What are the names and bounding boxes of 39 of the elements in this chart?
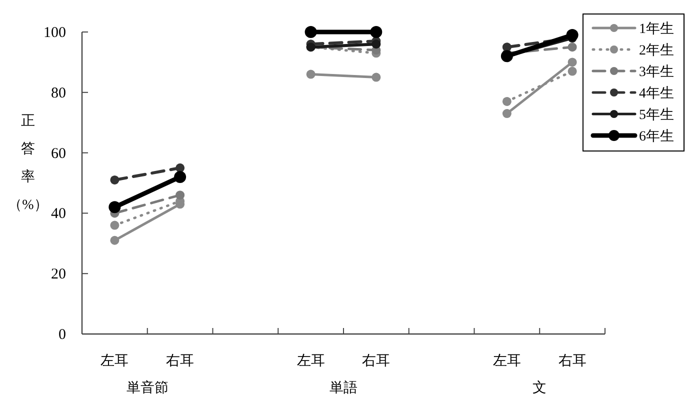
y-tick-label: 0 — [58, 327, 66, 343]
x-tick-label: 左耳 — [100, 353, 129, 369]
point — [566, 29, 578, 42]
x-tick-label: 右耳 — [166, 353, 194, 369]
x-tick-label: 右耳 — [558, 353, 586, 369]
x-tick-label: 左耳 — [296, 353, 325, 369]
legend-label: 6年生 — [639, 128, 674, 144]
point — [372, 40, 381, 49]
legend-label: 1年生 — [639, 21, 674, 37]
point — [502, 42, 512, 52]
point — [110, 236, 120, 245]
point — [304, 26, 317, 38]
point — [370, 26, 382, 38]
y-tick-label: 40 — [51, 206, 66, 222]
point — [176, 163, 185, 172]
point — [568, 58, 577, 67]
y-tick-label: 80 — [51, 85, 66, 102]
legend-label: 2年生 — [639, 42, 674, 58]
y-tick-label: 100 — [44, 25, 66, 41]
legend-label: 3年生 — [639, 64, 674, 80]
y-tick-label: 20 — [51, 266, 66, 283]
text: 単音節 — [126, 380, 168, 396]
point — [502, 96, 512, 106]
point — [502, 109, 512, 118]
y-tick-label: 60 — [51, 146, 66, 162]
point — [110, 175, 120, 184]
text: 文 — [532, 380, 547, 396]
point — [372, 72, 381, 82]
text: 単語 — [330, 380, 358, 396]
y-axis-title: 正答率（%） — [8, 114, 48, 213]
point — [306, 70, 316, 79]
legend-label: 5年生 — [639, 107, 674, 123]
legend-label: 4年生 — [639, 86, 674, 102]
point — [176, 190, 185, 200]
point — [568, 66, 577, 76]
point — [568, 42, 577, 52]
point — [110, 220, 120, 230]
x-tick-label: 右耳 — [362, 353, 390, 369]
x-tick-label: 左耳 — [492, 353, 521, 369]
